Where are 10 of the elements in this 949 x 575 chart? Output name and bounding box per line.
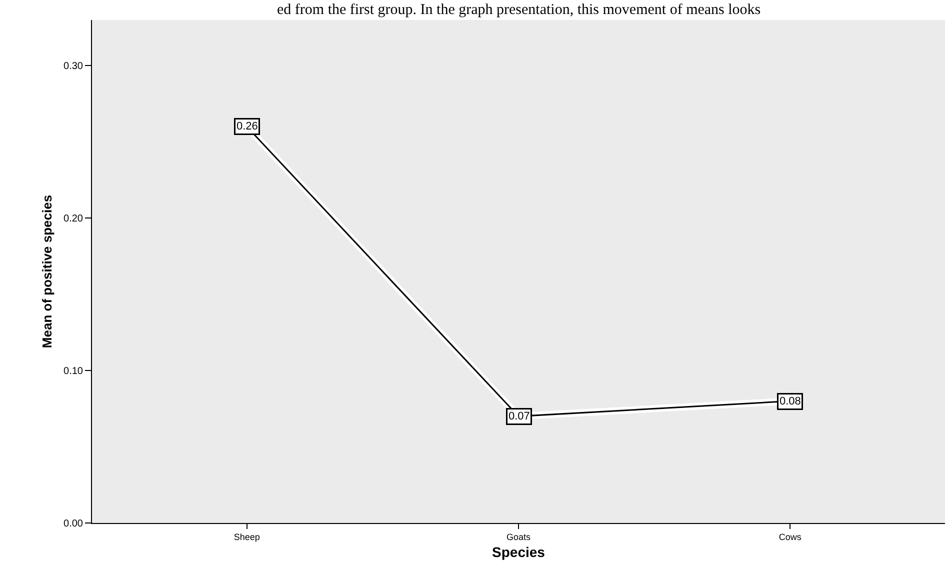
x-axis-title: Species — [492, 544, 546, 560]
y-axis-title: Mean of positive species — [39, 194, 54, 348]
text: ed from the first group. In the graph presentation, this movement of means looks — [277, 2, 761, 18]
x-tick-label: Goats — [506, 532, 532, 542]
y-tick-label: 0.00 — [64, 518, 84, 530]
x-tick-label: Sheep — [234, 532, 260, 542]
y-tick-label: 0.30 — [64, 61, 84, 72]
x-tick-label: Cows — [778, 532, 802, 542]
y-tick-label: 0.20 — [64, 214, 84, 225]
y-tick-label: 0.10 — [64, 366, 84, 378]
